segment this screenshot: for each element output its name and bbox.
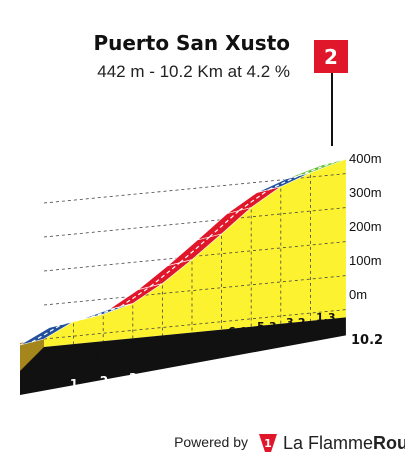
gradient-label: 1.3 xyxy=(316,311,336,324)
ribbon-center-line xyxy=(268,175,299,191)
category-flag-number: 2 xyxy=(324,45,338,69)
y-tick-label: 100m xyxy=(349,253,382,268)
ribbon-center-line xyxy=(298,161,335,177)
gradient-label: 5.3 xyxy=(257,320,277,333)
y-tick-label: 200m xyxy=(349,219,382,234)
brand-name-light: La Flamme xyxy=(283,433,373,453)
ribbon-center-line xyxy=(90,305,122,318)
gradient-label: 3.2 xyxy=(286,316,306,329)
km-label: 7 xyxy=(247,352,255,366)
gradient-segment xyxy=(286,158,347,180)
y-tick-label: 400m xyxy=(349,151,382,166)
category-flag xyxy=(314,40,348,73)
ribbon-center-line xyxy=(31,323,62,343)
km-label: 4 xyxy=(159,367,167,381)
base-band-shape xyxy=(20,317,346,395)
gradient-label: 6.9 xyxy=(228,325,248,338)
gradient-label: 6.2 xyxy=(170,339,190,352)
ribbon-center-line xyxy=(150,262,181,288)
km-label: 9 xyxy=(305,341,313,355)
gradient-label: 5.0 xyxy=(140,343,160,356)
gradient-label: 4.3 xyxy=(31,357,51,370)
km-label: 5 xyxy=(188,363,196,377)
brand-name: La FlammeRouge xyxy=(283,433,405,453)
total-distance-label: 10.2 xyxy=(351,333,383,348)
km-label: 1 xyxy=(70,377,78,391)
climb-subtitle: 442 m - 10.2 Km at 4.2 % xyxy=(97,62,290,81)
ribbon-center-line xyxy=(120,286,151,307)
la-flamme-rouge-logo-icon: 1 xyxy=(259,434,277,452)
gradient-ribbon xyxy=(19,158,347,346)
profile-front-face xyxy=(44,159,346,347)
grid-line-horizontal xyxy=(43,207,348,238)
y-tick-label: 300m xyxy=(349,185,382,200)
ribbon-center-line xyxy=(61,316,92,326)
km-label: 2 xyxy=(100,374,108,388)
ribbon-center-line xyxy=(238,189,270,212)
climb-title: Puerto San Xusto xyxy=(93,31,290,55)
km-label: 6 xyxy=(217,359,225,373)
km-label: 3 xyxy=(129,371,137,385)
gradient-label: 6.7 xyxy=(199,332,219,345)
powered-by-label: Powered by xyxy=(174,434,248,450)
km-label: 8 xyxy=(276,347,284,361)
gradient-label: 1.3 xyxy=(81,350,101,363)
gradient-label: 2.3 xyxy=(110,347,130,360)
brand-name-bold: Rouge xyxy=(373,433,405,453)
grid-line-horizontal xyxy=(43,275,348,306)
grid-line-horizontal xyxy=(43,309,348,340)
y-tick-label: 0m xyxy=(349,287,367,302)
logo-mark: 1 xyxy=(264,437,272,450)
base-band xyxy=(20,317,346,395)
